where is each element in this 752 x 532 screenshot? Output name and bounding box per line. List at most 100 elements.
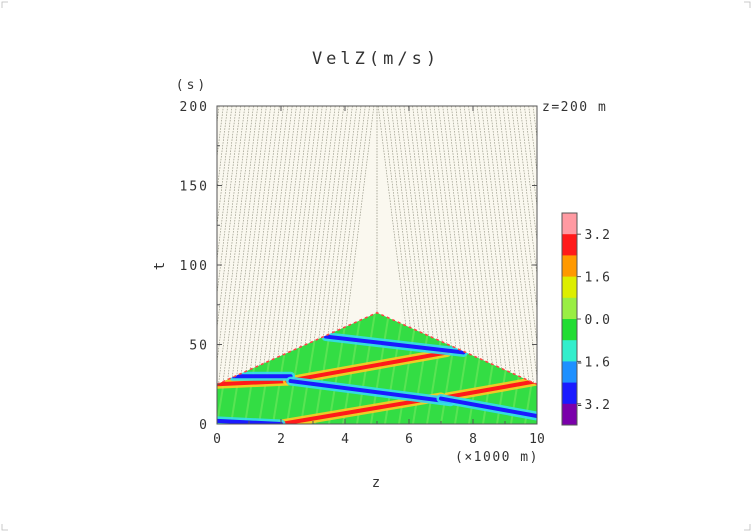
hatch-line	[602, 106, 642, 424]
colorbar-tick-label: 3.2	[585, 228, 611, 243]
texture-streak	[539, 313, 557, 424]
hatch-line	[72, 106, 112, 424]
hatch-line	[0, 106, 39, 424]
negative-band	[439, 396, 537, 419]
hatch-line	[42, 106, 82, 424]
y-tick-label: 50	[189, 339, 209, 354]
hatch-line	[217, 106, 229, 385]
y-tick-label: 0	[199, 418, 209, 433]
hatch-line	[0, 106, 34, 424]
hatch-line	[93, 106, 133, 424]
hatch-line	[63, 106, 103, 424]
hatch-line	[7, 106, 47, 424]
x-unit-label: (×1000 m)	[455, 450, 539, 465]
wave-front-edge	[217, 311, 537, 385]
hatch-line	[106, 106, 146, 424]
hatch-line	[606, 106, 646, 424]
hatch-line	[645, 106, 685, 424]
hatch-line	[735, 106, 752, 424]
colorbar-level	[562, 234, 577, 256]
x-axis: 0 2 4 6 8 10	[213, 106, 545, 447]
x-tick-label: 6	[405, 432, 413, 447]
hatch-line	[619, 106, 659, 424]
chart-title: VelZ(m/s)	[312, 49, 440, 69]
hatch-line	[593, 106, 633, 424]
hatch-line	[615, 106, 655, 424]
hatch-line	[675, 106, 715, 424]
hatch-line	[709, 106, 749, 424]
hatch-line	[722, 106, 752, 424]
hatch-line	[528, 106, 537, 385]
positive-band	[285, 350, 450, 384]
y-tick-label: 100	[180, 259, 209, 274]
hatch-line	[524, 106, 537, 385]
hatch-line	[576, 106, 616, 424]
x-tick-label: 2	[277, 432, 285, 447]
hatch-line	[20, 106, 60, 424]
y-axis: 0 50 100 150 200	[180, 100, 537, 433]
hatch-line	[110, 106, 150, 424]
hatch-line	[641, 106, 681, 424]
hatch-line	[610, 106, 650, 424]
hatch-line	[731, 106, 752, 424]
hatch-line	[727, 106, 752, 424]
colorbar-level	[562, 403, 577, 426]
hatch-line	[662, 106, 702, 424]
hatch-line	[89, 106, 129, 424]
hatch-line	[589, 106, 629, 424]
hatch-line	[234, 106, 276, 385]
hatch-line	[666, 106, 706, 424]
x-tick-label: 4	[341, 432, 349, 447]
colorbar-level	[562, 276, 577, 299]
positive-band	[217, 379, 290, 387]
hatch-line	[16, 106, 56, 424]
hatch-line	[701, 106, 741, 424]
hatch-line	[217, 106, 246, 385]
hatch-line	[115, 106, 155, 424]
hatch-line	[3, 106, 43, 424]
hatch-line	[37, 106, 77, 424]
hatch-line	[714, 106, 752, 424]
hatch-line	[511, 106, 537, 385]
hatch-line	[688, 106, 728, 424]
hatch-line	[498, 106, 537, 385]
positive-band	[445, 379, 537, 399]
colorbar-tick-label: 0.0	[585, 313, 611, 328]
hatch-line	[217, 106, 233, 385]
hatch-line	[623, 106, 663, 424]
hatch-line	[692, 106, 732, 424]
colorbar-tick-label: 1.6	[585, 271, 611, 286]
hatch-line	[50, 106, 90, 424]
colorbar-level	[562, 255, 577, 277]
hatch-line	[598, 106, 638, 424]
hatch-line	[519, 106, 537, 385]
negative-band	[288, 379, 453, 404]
colorbar-level	[562, 340, 577, 362]
x-tick-label: 10	[529, 432, 545, 447]
hatch-line	[59, 106, 99, 424]
annotation-label: z=200 m	[542, 100, 607, 115]
hatch-line	[67, 106, 107, 424]
hatch-line	[502, 106, 537, 385]
hatch-line	[718, 106, 752, 424]
colorbar-level	[562, 361, 577, 383]
hatch-line	[217, 106, 237, 385]
hatch-line	[476, 106, 518, 385]
colorbar-tick-label: -3.2	[576, 398, 611, 413]
hatch-line	[506, 106, 537, 385]
hatch-line	[653, 106, 693, 424]
hatch-line	[80, 106, 120, 424]
hatch-line	[632, 106, 672, 424]
hatch-line	[217, 106, 250, 385]
hatch-line	[679, 106, 719, 424]
hatch-line	[684, 106, 724, 424]
negative-band	[323, 334, 466, 355]
hatch-line	[580, 106, 620, 424]
hatch-line	[102, 106, 142, 424]
y-axis-label: t	[152, 262, 168, 270]
hatch-line	[628, 106, 668, 424]
x-tick-label: 8	[469, 432, 477, 447]
hatch-line	[485, 106, 527, 385]
hatch-line	[226, 106, 267, 385]
hatch-line	[0, 106, 17, 424]
